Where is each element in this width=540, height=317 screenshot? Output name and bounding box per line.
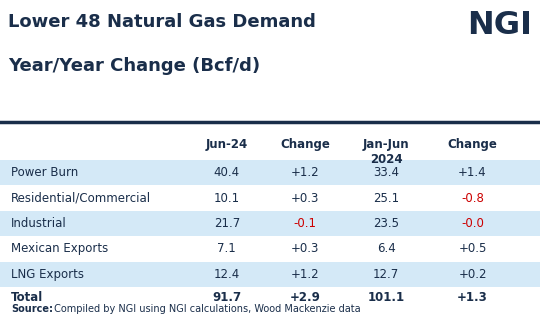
Text: Residential/Commercial: Residential/Commercial — [11, 191, 151, 205]
Text: 33.4: 33.4 — [373, 166, 399, 179]
Text: Year/Year Change (Bcf/d): Year/Year Change (Bcf/d) — [8, 57, 260, 75]
Text: Mexican Exports: Mexican Exports — [11, 242, 108, 256]
Text: +0.5: +0.5 — [458, 242, 487, 256]
Text: Total: Total — [11, 291, 43, 305]
Text: Change: Change — [280, 138, 330, 151]
Text: NGI: NGI — [467, 10, 532, 41]
Text: Lower 48 Natural Gas Demand: Lower 48 Natural Gas Demand — [8, 13, 316, 31]
Text: 10.1: 10.1 — [214, 191, 240, 205]
Text: +1.2: +1.2 — [291, 166, 320, 179]
Text: Change: Change — [448, 138, 497, 151]
Text: +2.9: +2.9 — [289, 291, 321, 305]
Text: Power Burn: Power Burn — [11, 166, 78, 179]
Text: Source:: Source: — [11, 304, 53, 314]
Bar — [0, 262, 540, 287]
Text: Compiled by NGI using NGI calculations, Wood Mackenzie data: Compiled by NGI using NGI calculations, … — [51, 304, 360, 314]
Text: +0.3: +0.3 — [291, 191, 319, 205]
Bar — [0, 160, 540, 185]
Text: Jun-24: Jun-24 — [206, 138, 248, 151]
Text: +1.3: +1.3 — [457, 291, 488, 305]
Text: +0.2: +0.2 — [458, 268, 487, 281]
Text: -0.1: -0.1 — [294, 217, 316, 230]
Text: Industrial: Industrial — [11, 217, 66, 230]
Text: +1.4: +1.4 — [458, 166, 487, 179]
Text: 7.1: 7.1 — [218, 242, 236, 256]
Text: 23.5: 23.5 — [373, 217, 399, 230]
Text: -0.0: -0.0 — [461, 217, 484, 230]
Text: -0.8: -0.8 — [461, 191, 484, 205]
Text: Jan-Jun
2024: Jan-Jun 2024 — [363, 138, 409, 166]
Text: 6.4: 6.4 — [377, 242, 395, 256]
Text: +1.2: +1.2 — [291, 268, 320, 281]
Bar — [0, 211, 540, 236]
Text: LNG Exports: LNG Exports — [11, 268, 84, 281]
Text: 91.7: 91.7 — [212, 291, 241, 305]
Text: 40.4: 40.4 — [214, 166, 240, 179]
Text: 21.7: 21.7 — [214, 217, 240, 230]
Text: 12.4: 12.4 — [214, 268, 240, 281]
Text: 101.1: 101.1 — [368, 291, 404, 305]
Text: 12.7: 12.7 — [373, 268, 399, 281]
Text: +0.3: +0.3 — [291, 242, 319, 256]
Text: 25.1: 25.1 — [373, 191, 399, 205]
